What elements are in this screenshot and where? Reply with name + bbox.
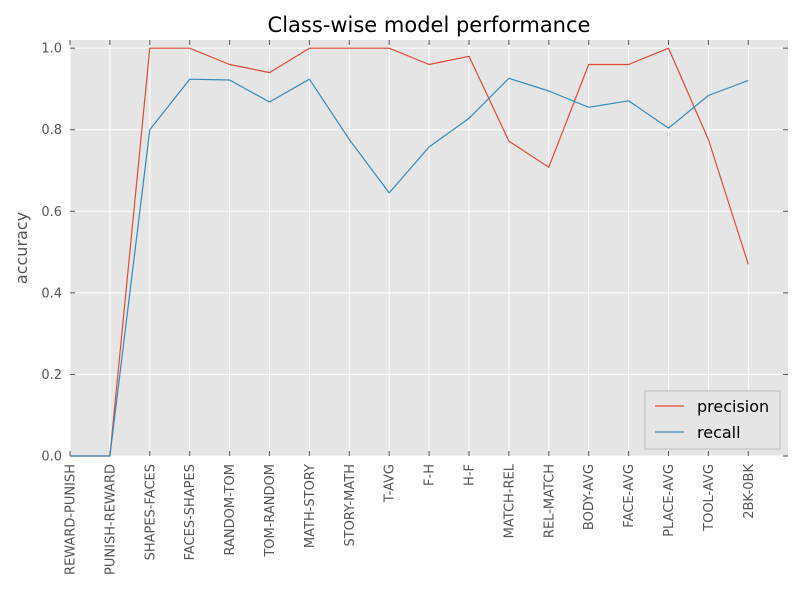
- x-tick-label: STORY-MATH: [343, 464, 358, 547]
- series-line-precision: [70, 47, 749, 457]
- legend-label-precision: precision: [697, 397, 769, 416]
- x-tick-label: F-H: [423, 464, 438, 486]
- x-tick-label: REWARD-PUNISH: [64, 464, 79, 575]
- y-tick-label: 0.2: [41, 368, 62, 383]
- x-tick-labels: REWARD-PUNISH PUNISH-REWARD SHAPES-FACES FA…: [64, 463, 757, 575]
- y-tick-label: 0.8: [41, 123, 62, 138]
- legend: precision recall: [644, 390, 781, 450]
- y-axis-label: accuracy: [12, 212, 31, 284]
- y-tick-label: 0.4: [41, 286, 62, 301]
- x-tick-label: TOOL-AVG: [702, 464, 717, 532]
- tick-marks: [69, 40, 788, 457]
- x-tick-label: BODY-AVG: [582, 464, 597, 530]
- x-tick-label: TOM-RANDOM: [263, 464, 278, 558]
- x-tick-label: MATCH-REL: [502, 463, 517, 538]
- x-tick-label: T-AVG: [383, 464, 398, 503]
- y-tick-label: 1.0: [41, 42, 62, 57]
- y-tick-label: 0.6: [41, 205, 62, 220]
- legend-label-recall: recall: [697, 423, 741, 442]
- series-line-recall: [70, 77, 749, 457]
- x-tick-label: H-F: [463, 464, 478, 486]
- x-tick-label: MATH-STORY: [303, 464, 318, 548]
- series-lines: [70, 47, 749, 457]
- y-tick-label: 0.0: [41, 450, 62, 465]
- legend-box: [644, 390, 781, 450]
- x-tick-label: REL-MATCH: [542, 464, 557, 538]
- chart-title: Class-wise model performance: [268, 13, 591, 37]
- x-tick-label: PLACE-AVG: [662, 464, 677, 537]
- x-tick-label: SHAPES-FACES: [143, 464, 158, 560]
- grid: [69, 40, 788, 457]
- x-tick-label: 2BK-0BK: [742, 464, 757, 519]
- x-tick-label: FACES-SHAPES: [183, 464, 198, 560]
- y-tick-labels: 0.0 0.2 0.4 0.6 0.8 1.0: [41, 42, 62, 465]
- x-tick-label: FACE-AVG: [622, 464, 637, 528]
- x-tick-label: RANDOM-TOM: [223, 464, 238, 555]
- x-tick-label: PUNISH-REWARD: [103, 464, 118, 575]
